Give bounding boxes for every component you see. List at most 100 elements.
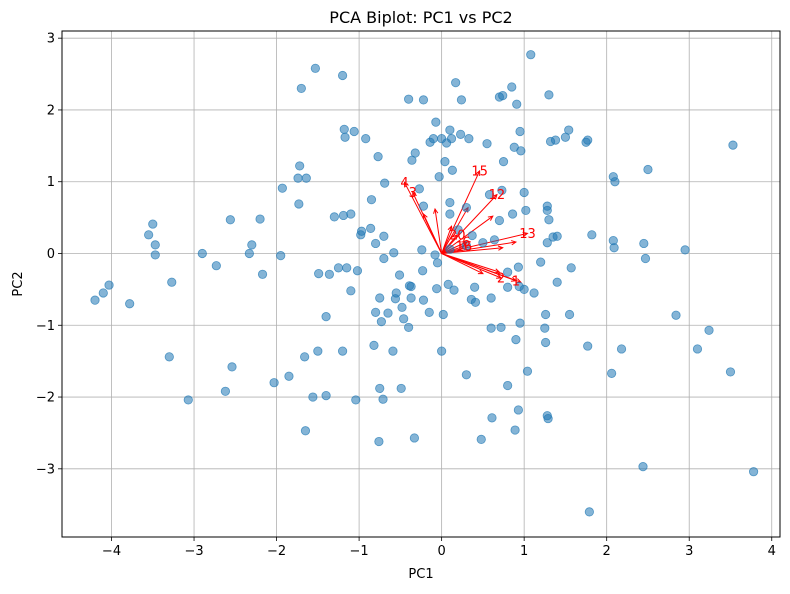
scatter-point bbox=[476, 434, 486, 444]
scatter-point bbox=[639, 238, 649, 249]
scatter-point bbox=[313, 346, 323, 356]
scatter-point bbox=[510, 425, 520, 435]
loading-label: 4 bbox=[400, 176, 408, 191]
scatter-point bbox=[544, 90, 554, 100]
scatter-point bbox=[521, 205, 531, 216]
scatter-point bbox=[329, 212, 339, 222]
scatter-point bbox=[445, 209, 455, 219]
loading-label: 15 bbox=[471, 164, 488, 179]
loading-arrowhead bbox=[497, 245, 504, 251]
scatter-point bbox=[440, 157, 450, 167]
scatter-point bbox=[638, 462, 648, 472]
loading-label: 12 bbox=[489, 188, 506, 203]
scatter-point bbox=[445, 125, 455, 135]
scatter-point bbox=[564, 309, 575, 320]
scatter-point bbox=[301, 173, 311, 183]
scatter-point bbox=[371, 238, 381, 249]
scatter-point bbox=[373, 152, 383, 162]
loading-label: 13 bbox=[519, 227, 536, 242]
scatter-point bbox=[513, 405, 523, 415]
scatter-point bbox=[498, 90, 508, 101]
scatter-point bbox=[484, 190, 495, 200]
scatter-point bbox=[98, 288, 108, 298]
scatter-point bbox=[144, 230, 154, 240]
scatter-point bbox=[587, 230, 597, 240]
x-axis-title: PC1 bbox=[408, 567, 433, 582]
scatter-point bbox=[277, 183, 287, 193]
scatter-point bbox=[150, 240, 160, 250]
scatter-point bbox=[494, 215, 505, 226]
scatter-point bbox=[337, 70, 348, 81]
scatter-point bbox=[515, 318, 525, 328]
scatter-point bbox=[418, 201, 429, 211]
scatter-point bbox=[375, 383, 385, 394]
y-tick-label: 2 bbox=[47, 103, 55, 118]
scatter-point bbox=[380, 178, 390, 188]
scatter-point bbox=[513, 262, 523, 272]
scatter-point bbox=[748, 467, 759, 477]
scatter-point bbox=[428, 134, 438, 144]
scatter-point bbox=[379, 231, 389, 241]
loading-arrowhead bbox=[477, 269, 484, 275]
loading-vector bbox=[434, 208, 443, 254]
loading-label: 1 bbox=[512, 274, 520, 289]
scatter-point bbox=[438, 309, 448, 320]
scatter-point bbox=[461, 202, 471, 213]
scatter-point bbox=[725, 367, 736, 377]
loading-vector bbox=[441, 234, 458, 254]
scatter-point bbox=[511, 335, 521, 345]
scatter-point bbox=[470, 282, 480, 292]
scatter-point bbox=[449, 285, 459, 295]
scatter-point bbox=[445, 197, 455, 208]
scatter-point bbox=[544, 215, 554, 225]
scatter-point bbox=[247, 240, 257, 250]
scatter-point bbox=[478, 238, 488, 248]
scatter-point bbox=[496, 322, 506, 333]
scatter-point bbox=[566, 263, 576, 273]
scatter-point bbox=[294, 199, 304, 209]
loading-arrowhead bbox=[422, 212, 428, 220]
loading-arrowhead bbox=[487, 215, 494, 221]
scatter-point bbox=[467, 230, 477, 241]
scatter-point bbox=[366, 223, 376, 233]
scatter-point bbox=[486, 293, 496, 303]
scatter-point bbox=[394, 270, 405, 280]
x-tick-label: 2 bbox=[603, 544, 611, 559]
scatter-point bbox=[388, 346, 398, 356]
scatter-point bbox=[284, 371, 294, 381]
scatter-point bbox=[552, 277, 562, 287]
scatter-point bbox=[464, 134, 474, 144]
y-axis-title: PC2 bbox=[11, 271, 26, 296]
scatter-point bbox=[379, 253, 389, 264]
scatter-point bbox=[333, 263, 344, 273]
y-tick-label: −3 bbox=[36, 462, 55, 477]
scatter-point bbox=[197, 248, 207, 259]
scatter-point bbox=[293, 173, 303, 183]
scatter-point bbox=[418, 266, 428, 276]
scatter-point bbox=[456, 95, 467, 105]
scatter-point bbox=[453, 225, 463, 235]
x-tick-label: 1 bbox=[520, 544, 528, 559]
y-tick-label: 1 bbox=[47, 175, 55, 190]
scatter-point bbox=[276, 251, 286, 261]
scatter-point bbox=[503, 380, 513, 391]
scatter-point bbox=[396, 383, 406, 394]
scatter-point bbox=[519, 284, 529, 294]
scatter-point bbox=[269, 378, 279, 388]
scatter-point bbox=[356, 226, 367, 236]
scatter-points bbox=[90, 50, 759, 517]
scatter-point bbox=[397, 302, 407, 312]
scatter-point bbox=[432, 284, 442, 294]
y-tick-label: −1 bbox=[36, 319, 55, 334]
scatter-point bbox=[308, 392, 318, 402]
scatter-point bbox=[583, 341, 593, 351]
loading-arrowhead bbox=[412, 191, 417, 198]
scatter-point bbox=[90, 295, 100, 305]
scatter-point bbox=[361, 134, 371, 144]
scatter-point bbox=[418, 95, 429, 105]
loading-vector bbox=[441, 253, 484, 275]
scatter-point bbox=[434, 172, 444, 182]
scatter-point bbox=[497, 185, 507, 195]
